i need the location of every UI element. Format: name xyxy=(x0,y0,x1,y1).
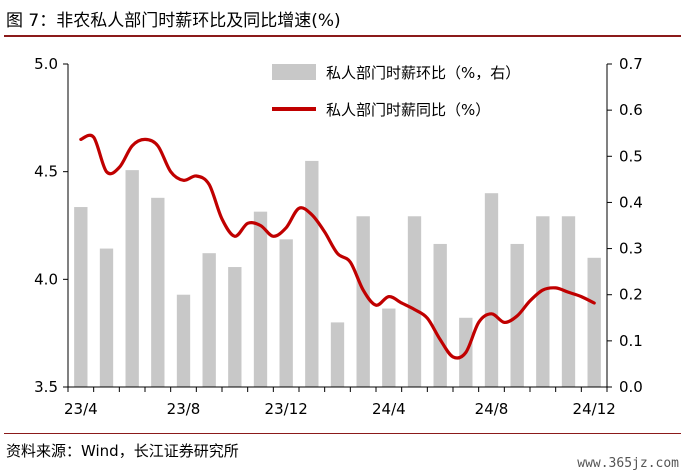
bar-23/12 xyxy=(279,239,293,387)
bar-24/5 xyxy=(407,216,422,387)
bar-24/4 xyxy=(382,308,396,387)
bar-24/1 xyxy=(305,160,319,387)
line-layer xyxy=(79,133,596,360)
right-tick-label: 0.2 xyxy=(619,286,643,304)
right-tick-label: 0.3 xyxy=(619,240,643,258)
yoy-line xyxy=(79,133,596,360)
bar-24/11 xyxy=(561,216,576,387)
legend-line-label: 私人部门时薪同比（%） xyxy=(326,101,490,119)
bar-24/12 xyxy=(587,257,601,387)
right-tick-label: 0.5 xyxy=(619,147,643,165)
legend: 私人部门时薪环比（%，右） 私人部门时薪同比（%） xyxy=(272,64,520,119)
left-tick-label: 4.0 xyxy=(34,270,58,288)
bar-23/7 xyxy=(151,197,165,387)
source-rule xyxy=(4,433,681,434)
legend-bar-label: 私人部门时薪环比（%，右） xyxy=(326,64,520,82)
x-tick-label: 24/4 xyxy=(372,400,406,418)
chart-title: 图 7：非农私人部门时薪环比及同比增速(%) xyxy=(6,11,341,31)
right-tick-label: 0.1 xyxy=(619,332,643,350)
bar-23/5 xyxy=(99,248,114,387)
chart: 3.5 4.0 4.5 5.0 0.0 0.1 0.2 0.3 0.4 0.5 0.6 0.7 23/4… xyxy=(34,55,643,418)
right-tick-label: 0.6 xyxy=(619,101,643,119)
x-tick-label: 24/8 xyxy=(475,400,509,418)
bar-23/9 xyxy=(202,253,216,387)
bar-24/8 xyxy=(484,193,499,387)
right-tick-label: 0.0 xyxy=(619,378,643,396)
bar-24/6 xyxy=(433,243,447,387)
x-tick-label: 23/4 xyxy=(64,400,98,418)
left-tick-label: 4.5 xyxy=(34,163,58,181)
bar-24/10 xyxy=(536,216,550,387)
right-tick-label: 0.4 xyxy=(619,193,643,211)
right-tick-label: 0.7 xyxy=(619,55,643,73)
bar-23/11 xyxy=(253,211,268,387)
bar-24/2 xyxy=(330,322,345,387)
left-tick-label: 3.5 xyxy=(34,378,58,396)
x-tick-label: 23/8 xyxy=(167,400,201,418)
bar-23/6 xyxy=(125,170,139,387)
x-tick-label: 24/12 xyxy=(573,400,616,418)
axes-layer: 3.5 4.0 4.5 5.0 0.0 0.1 0.2 0.3 0.4 0.5 0.6 0.7 23/4… xyxy=(34,55,643,418)
bars-layer xyxy=(74,160,601,387)
bar-23/10 xyxy=(228,267,242,387)
x-tick-label: 23/12 xyxy=(265,400,308,418)
legend-bar-swatch xyxy=(272,64,316,80)
watermark: www.365jz.com xyxy=(577,456,679,471)
bar-23/8 xyxy=(176,294,191,387)
left-tick-label: 5.0 xyxy=(34,55,58,73)
title-rule xyxy=(4,35,681,37)
source-note: 资料来源：Wind，长江证券研究所 xyxy=(6,442,239,460)
bar-24/3 xyxy=(356,216,370,387)
bar-23/4 xyxy=(74,207,88,387)
